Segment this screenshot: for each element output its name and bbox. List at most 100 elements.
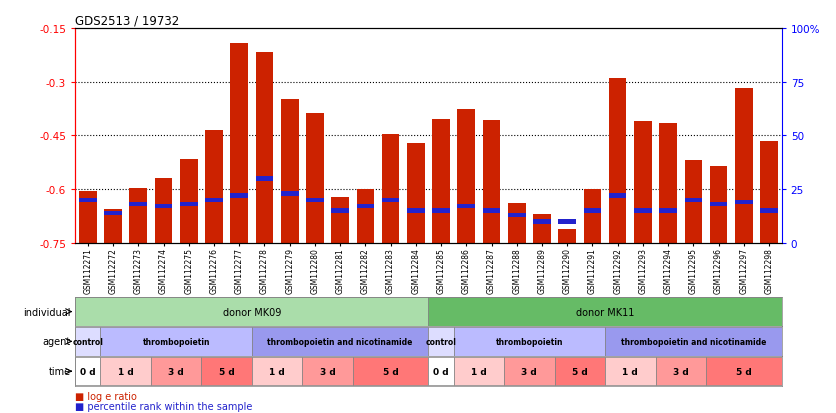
Bar xyxy=(303,357,353,386)
Text: 1 d: 1 d xyxy=(471,367,487,376)
Bar xyxy=(432,120,450,243)
Bar xyxy=(79,192,97,243)
Text: donor MK09: donor MK09 xyxy=(222,307,281,317)
Bar xyxy=(760,209,777,213)
Bar xyxy=(231,194,248,198)
Bar xyxy=(407,143,425,243)
Bar xyxy=(609,79,626,243)
Bar xyxy=(558,220,576,224)
Bar xyxy=(155,179,172,243)
Bar xyxy=(205,198,223,202)
Bar xyxy=(685,161,702,243)
Text: agent: agent xyxy=(43,337,71,347)
Bar xyxy=(735,200,752,205)
Text: control: control xyxy=(426,337,456,346)
Bar xyxy=(407,209,425,213)
Bar xyxy=(151,357,201,386)
Bar xyxy=(75,357,100,386)
Text: thrombopoietin: thrombopoietin xyxy=(496,337,563,346)
Bar xyxy=(454,327,605,356)
Bar xyxy=(75,327,100,356)
Bar xyxy=(104,209,122,243)
Bar xyxy=(605,327,782,356)
Text: 1 d: 1 d xyxy=(118,367,134,376)
Bar xyxy=(428,357,454,386)
Bar xyxy=(660,209,677,213)
Bar xyxy=(584,190,601,243)
Bar xyxy=(508,204,526,243)
Bar xyxy=(482,121,501,243)
Text: 5 d: 5 d xyxy=(572,367,588,376)
Bar xyxy=(353,357,429,386)
Bar xyxy=(504,357,554,386)
Bar xyxy=(281,192,298,196)
Bar xyxy=(130,202,147,207)
Bar xyxy=(457,109,475,243)
Bar xyxy=(356,190,375,243)
Bar xyxy=(79,198,97,202)
Bar xyxy=(382,135,400,243)
Bar xyxy=(655,357,706,386)
Bar xyxy=(634,122,652,243)
Bar xyxy=(75,297,429,326)
Bar xyxy=(155,205,172,209)
Bar xyxy=(609,194,626,198)
Bar xyxy=(180,202,197,207)
Text: 3 d: 3 d xyxy=(319,367,335,376)
Bar xyxy=(180,159,197,243)
Text: donor MK11: donor MK11 xyxy=(576,307,635,317)
Bar xyxy=(382,198,400,202)
Bar xyxy=(356,205,375,209)
Text: 5 d: 5 d xyxy=(383,367,399,376)
Bar xyxy=(508,213,526,218)
Text: thrombopoietin and nicotinamide: thrombopoietin and nicotinamide xyxy=(268,337,413,346)
Bar xyxy=(482,209,501,213)
Text: 3 d: 3 d xyxy=(522,367,538,376)
Text: 0 d: 0 d xyxy=(80,367,95,376)
Bar xyxy=(457,205,475,209)
Bar xyxy=(710,166,727,243)
Bar xyxy=(104,211,122,216)
Bar xyxy=(306,114,324,243)
Bar xyxy=(533,220,551,224)
Bar xyxy=(331,209,349,213)
Bar xyxy=(432,209,450,213)
Text: time: time xyxy=(49,366,71,376)
Text: thrombopoietin and nicotinamide: thrombopoietin and nicotinamide xyxy=(620,337,766,346)
Bar xyxy=(100,327,252,356)
Bar xyxy=(130,189,147,243)
Text: ■ percentile rank within the sample: ■ percentile rank within the sample xyxy=(75,401,252,411)
Bar xyxy=(256,53,273,243)
Text: GDS2513 / 19732: GDS2513 / 19732 xyxy=(75,15,180,28)
Text: control: control xyxy=(73,337,104,346)
Text: ■ log e ratio: ■ log e ratio xyxy=(75,391,137,401)
Text: 3 d: 3 d xyxy=(673,367,689,376)
Text: 5 d: 5 d xyxy=(736,367,752,376)
Bar xyxy=(584,209,601,213)
Bar xyxy=(231,44,248,243)
Bar xyxy=(710,202,727,207)
Text: 1 d: 1 d xyxy=(623,367,638,376)
Bar xyxy=(252,357,303,386)
Bar xyxy=(760,141,777,243)
Bar xyxy=(428,327,454,356)
Bar xyxy=(533,215,551,243)
Text: 1 d: 1 d xyxy=(269,367,285,376)
Bar xyxy=(685,198,702,202)
Bar xyxy=(205,131,223,243)
Bar xyxy=(706,357,782,386)
Bar xyxy=(306,198,324,202)
Text: 3 d: 3 d xyxy=(168,367,184,376)
Text: 5 d: 5 d xyxy=(219,367,234,376)
Bar xyxy=(100,357,151,386)
Bar xyxy=(281,100,298,243)
Bar xyxy=(660,123,677,243)
Bar xyxy=(605,357,655,386)
Bar xyxy=(252,327,429,356)
Bar xyxy=(554,357,605,386)
Text: individual: individual xyxy=(23,307,71,317)
Text: thrombopoietin: thrombopoietin xyxy=(142,337,210,346)
Bar xyxy=(558,229,576,243)
Bar xyxy=(201,357,252,386)
Bar xyxy=(454,357,504,386)
